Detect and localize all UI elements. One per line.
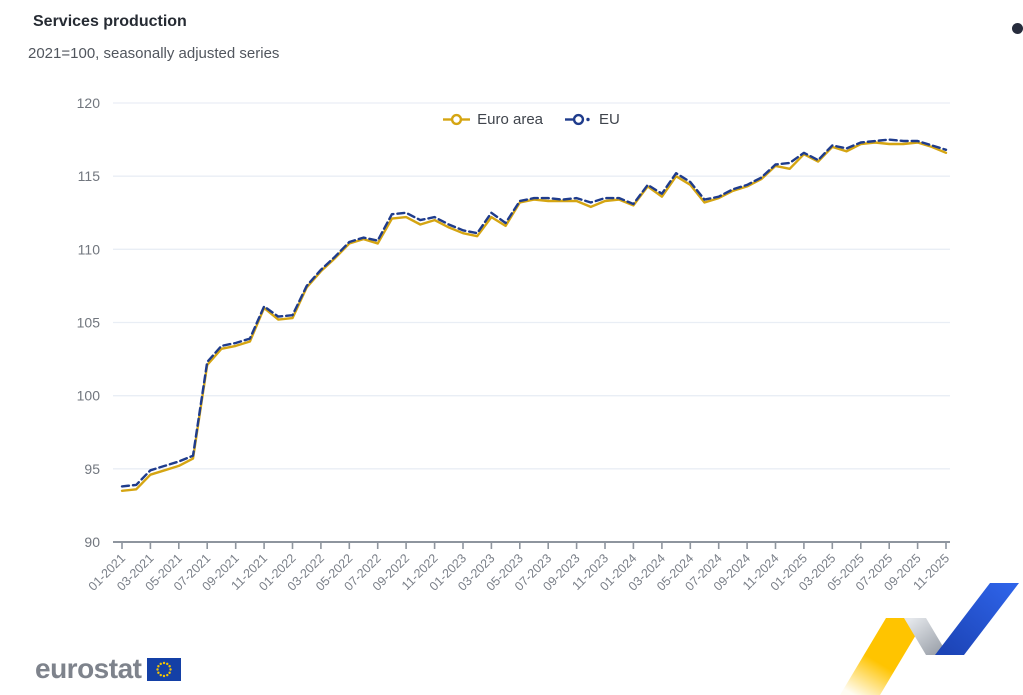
eurostat-logo-text: eurostat xyxy=(35,653,142,684)
svg-text:95: 95 xyxy=(84,461,100,477)
svg-text:110: 110 xyxy=(78,241,101,257)
legend-item-eu[interactable]: EU xyxy=(565,111,620,128)
eu-marker-icon xyxy=(565,113,590,126)
chart-subtitle: 2021=100, seasonally adjusted series xyxy=(28,45,280,62)
euro-area-marker-icon xyxy=(443,113,471,126)
ribbon-gray-fold xyxy=(904,618,948,655)
svg-text:105: 105 xyxy=(77,315,101,331)
legend-item-euro-area[interactable]: Euro area xyxy=(443,111,543,128)
menu-dot-icon[interactable] xyxy=(1012,23,1023,34)
svg-text:115: 115 xyxy=(78,168,101,184)
legend-label-euro-area: Euro area xyxy=(477,111,544,128)
eurostat-logo: eurostat xyxy=(35,653,182,685)
ribbon-yellow-band xyxy=(840,618,926,695)
ribbon-graphic xyxy=(840,583,1019,695)
svg-text:90: 90 xyxy=(84,534,100,550)
chart-legend: Euro area EU xyxy=(113,111,950,128)
chart-title: Services production xyxy=(33,13,187,30)
chart-canvas[interactable]: 909510010511011512001-202103-202105-2021… xyxy=(0,0,1023,640)
eu-flag-icon xyxy=(147,657,182,681)
ribbon-blue-band xyxy=(935,583,1019,655)
legend-label-eu: EU xyxy=(599,111,620,128)
svg-text:100: 100 xyxy=(77,388,101,404)
svg-text:120: 120 xyxy=(77,95,101,111)
